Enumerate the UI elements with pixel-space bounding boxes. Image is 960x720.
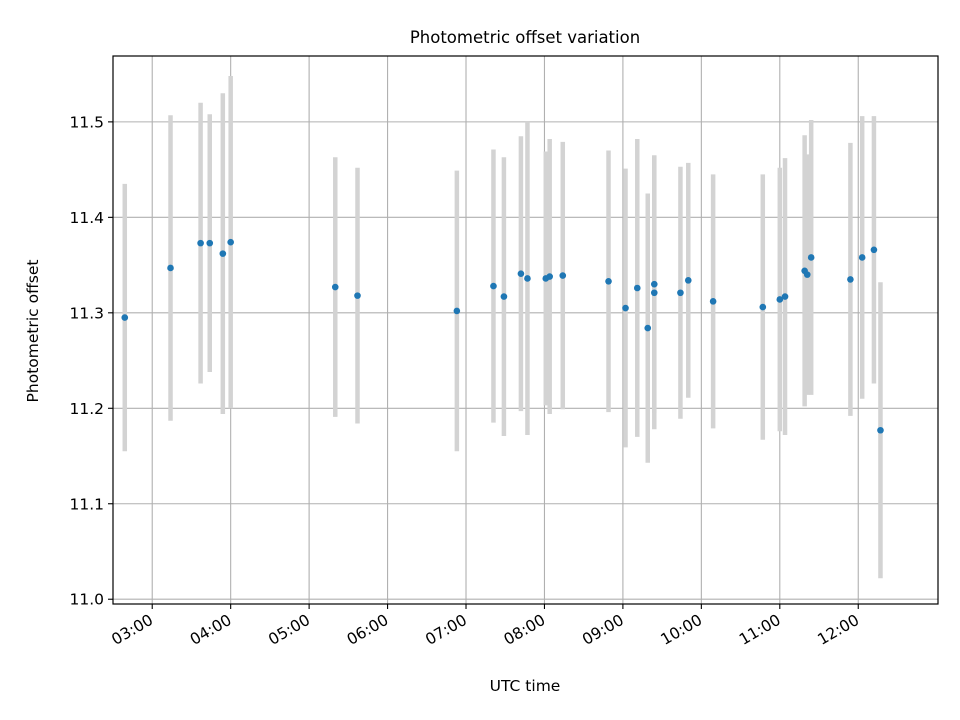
data-point [877, 426, 884, 434]
data-point [206, 239, 214, 247]
data-point [684, 277, 692, 284]
plot-frame [112, 55, 939, 605]
error-bars [122, 76, 883, 579]
y-axis-ticks: 11.0 11.1 11.2 11.3 11.4 11.5 [69, 113, 113, 609]
data-points [121, 238, 884, 434]
y-tick-label: 11.0 [69, 591, 104, 609]
x-tick-label: 06:00 [344, 611, 392, 649]
data-point [650, 280, 658, 288]
data-point [781, 293, 789, 300]
data-point [227, 238, 234, 246]
y-tick-label: 11.1 [69, 495, 104, 513]
x-tick-label: 09:00 [579, 611, 627, 649]
data-point [524, 275, 531, 282]
data-point [870, 246, 878, 254]
y-tick-label: 11.4 [69, 209, 104, 227]
x-axis-label: UTC time [490, 677, 561, 695]
data-point [633, 284, 641, 292]
y-axis-label: Photometric offset [24, 260, 42, 403]
data-point [644, 324, 652, 332]
x-tick-label: 05:00 [265, 611, 313, 649]
x-tick-label: 10:00 [658, 611, 706, 649]
x-tick-label: 07:00 [422, 611, 470, 649]
data-point [776, 296, 784, 303]
data-point [650, 289, 658, 297]
data-point [559, 272, 567, 279]
data-point [847, 276, 854, 283]
chart-title: Photometric offset variation [410, 28, 640, 47]
x-tick-label: 04:00 [187, 611, 235, 649]
data-point [677, 289, 684, 297]
data-point [219, 250, 227, 257]
data-point [803, 271, 811, 278]
y-tick-label: 11.5 [69, 113, 104, 131]
data-point [517, 270, 525, 277]
data-point [759, 303, 767, 311]
data-point [622, 304, 629, 312]
data-point [354, 292, 361, 299]
data-point [197, 239, 204, 247]
data-point [858, 254, 866, 261]
data-point [453, 307, 461, 315]
x-tick-label: 03:00 [109, 611, 157, 649]
data-point [331, 283, 339, 291]
x-tick-label: 11:00 [736, 611, 784, 649]
y-tick-label: 11.3 [69, 304, 104, 322]
x-tick-label: 08:00 [501, 611, 549, 649]
data-point [500, 293, 508, 300]
data-point [546, 273, 553, 280]
data-point [121, 314, 129, 321]
y-tick-label: 11.2 [69, 400, 104, 418]
data-point [167, 264, 174, 272]
x-tick-label: 12:00 [815, 611, 863, 649]
data-point [490, 282, 497, 290]
x-axis-ticks: 03:00 04:00 05:00 06:00 07:00 08:00 09:00 10:00… [109, 604, 863, 649]
data-point [605, 278, 612, 285]
data-point [807, 254, 815, 261]
data-point [709, 298, 717, 305]
